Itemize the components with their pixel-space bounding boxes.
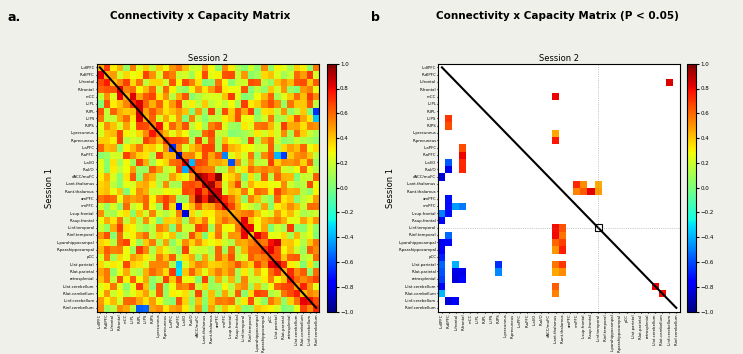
Y-axis label: Session 1: Session 1 <box>386 168 395 207</box>
Text: a.: a. <box>7 11 21 24</box>
Y-axis label: Session 1: Session 1 <box>45 168 53 207</box>
Text: b: b <box>372 11 380 24</box>
Title: Session 2: Session 2 <box>188 54 228 63</box>
Title: Session 2: Session 2 <box>539 54 579 63</box>
Text: Connectivity x Capacity Matrix: Connectivity x Capacity Matrix <box>111 11 291 21</box>
Text: Connectivity x Capacity Matrix (P < 0.05): Connectivity x Capacity Matrix (P < 0.05… <box>436 11 678 21</box>
Bar <box>594 224 602 232</box>
